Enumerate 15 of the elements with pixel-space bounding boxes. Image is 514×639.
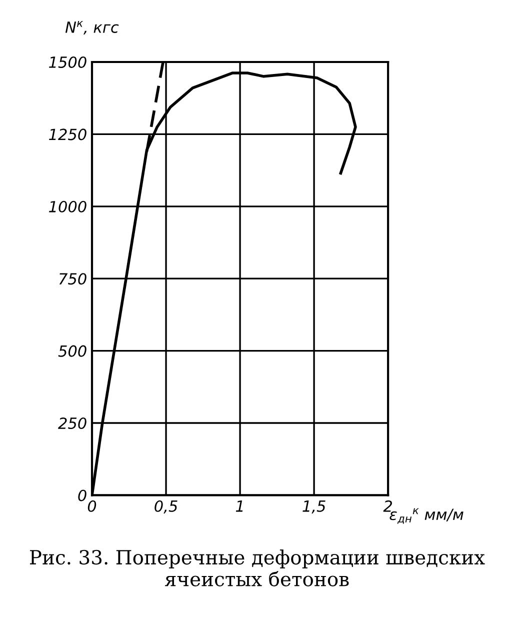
x-tick-label: 0,5 (154, 500, 178, 514)
y-axis-title: N$^{к}$, кгс (65, 21, 119, 35)
y-tick-label: 250 (58, 417, 86, 430)
x-tick-label: 1 (236, 500, 243, 512)
y-tick-label: 0 (78, 490, 86, 502)
y-tick-label: 1500 (49, 56, 86, 68)
y-tick-label: 1250 (49, 128, 86, 140)
y-tick-label: 1000 (49, 200, 86, 212)
y-tick-label: 750 (59, 273, 86, 285)
x-tick-label: 2 (383, 500, 392, 512)
x-tick-label: 0 (88, 500, 96, 512)
x-tick-label: 1,5 (302, 500, 326, 514)
y-tick-label: 500 (58, 345, 86, 357)
x-axis-title: ε$_{дн}$$^{к}$ мм/м (390, 508, 464, 524)
text: Рис. 33. Поперечные деформации шведских ячеистых бетонов (30, 550, 485, 586)
